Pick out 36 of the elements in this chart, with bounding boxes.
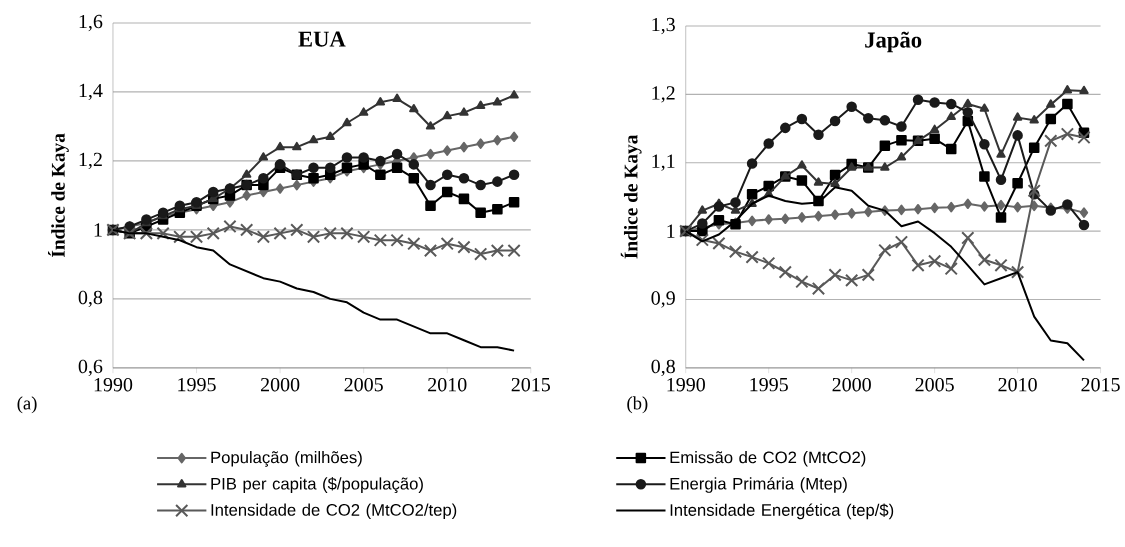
legend-label: Emissão de CO2 (MtCO2)	[670, 451, 866, 467]
y-tick-label: 1	[94, 223, 102, 237]
legend-label: Intensidade de CO2 (MtCO2/tep)	[211, 503, 457, 520]
text: (b)	[627, 396, 648, 414]
y-tick-label: 0,8	[651, 359, 675, 377]
y-axis-title: Índice de Kaya	[48, 133, 69, 258]
x-tick-label: 1995	[178, 378, 216, 392]
legend-label: População (milhões)	[211, 451, 362, 467]
y-tick-label: 1,4	[79, 83, 103, 101]
y-tick-label: 0,6	[78, 359, 103, 377]
x-tick-label: 1995	[750, 378, 788, 392]
x-tick-label: 2010	[428, 378, 467, 392]
y-tick-label: 0,9	[651, 291, 675, 308]
x-tick-label: 2005	[915, 378, 954, 392]
y-tick-label: 1,2	[652, 86, 675, 103]
y-tick-label: 1	[667, 224, 675, 238]
y-tick-label: 1,6	[79, 14, 103, 32]
x-tick-label: 2000	[260, 378, 300, 392]
legend-label: Intensidade Energética (tep/$)	[670, 503, 894, 520]
text: (a)	[17, 396, 37, 414]
x-tick-label: 2015	[511, 378, 551, 392]
y-tick-label: 0,8	[78, 290, 103, 308]
y-axis-title: Índice de Kaya	[620, 135, 642, 259]
x-tick-label: 2000	[832, 378, 871, 392]
x-tick-label: 2010	[998, 378, 1037, 392]
legend-label: Energia Primária (Mtep)	[670, 477, 847, 493]
chart-title: Japão	[865, 31, 922, 53]
y-tick-label: 1,1	[652, 154, 675, 171]
legend-label: PIB per capita ($/população)	[211, 477, 423, 494]
x-tick-label: 1990	[94, 378, 133, 392]
x-tick-label: 2015	[1081, 378, 1120, 392]
y-tick-label: 1,3	[652, 17, 675, 35]
x-tick-label: 2005	[344, 378, 383, 392]
x-tick-label: 1990	[667, 378, 705, 392]
chart-title: EUA	[298, 31, 346, 47]
y-tick-label: 1,2	[79, 152, 102, 170]
